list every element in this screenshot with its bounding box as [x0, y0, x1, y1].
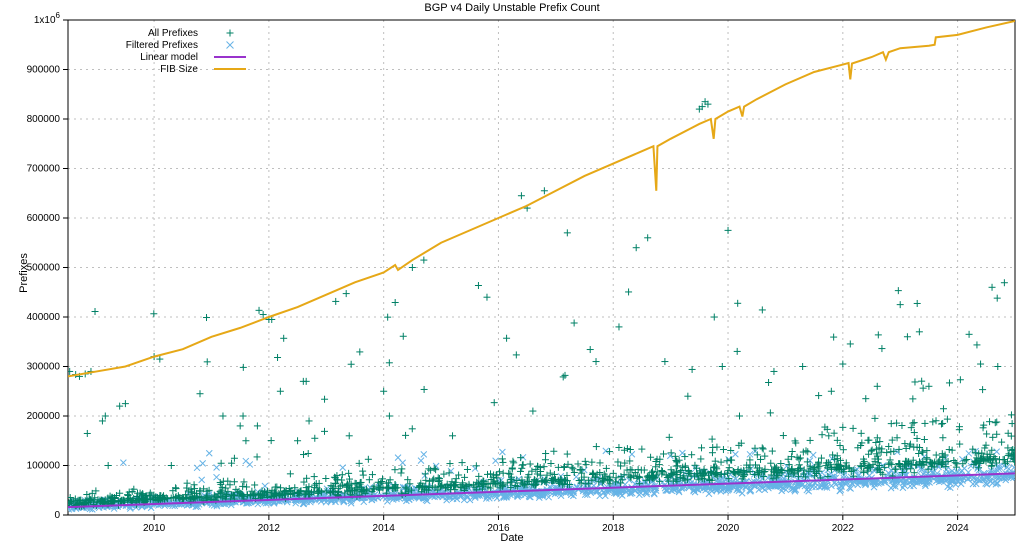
x-tick-label: 2014	[373, 523, 396, 534]
legend-label: Linear model	[140, 52, 198, 63]
x-tick-label: 2012	[258, 523, 281, 534]
y-exponent-label: 1x106	[34, 11, 61, 26]
y-tick-label: 500000	[27, 263, 61, 274]
legend-label: All Prefixes	[148, 28, 198, 39]
y-tick-label: 400000	[27, 312, 61, 323]
y-tick-label: 100000	[27, 461, 61, 472]
y-tick-label: 300000	[27, 362, 61, 373]
y-tick-label: 200000	[27, 411, 61, 422]
series-fib-size	[68, 21, 1015, 376]
y-tick-label: 700000	[27, 164, 61, 175]
chart-svg: 2010 2012 2014 2016 2018 2020 2022 2024 0 100000 2…	[0, 0, 1024, 546]
x-tick-label: 2024	[946, 523, 969, 534]
x-tick-label: 2020	[717, 523, 740, 534]
y-tick-label: 900000	[27, 65, 61, 76]
x-tick-label: 2018	[602, 523, 625, 534]
x-tick-label: 2016	[487, 523, 510, 534]
legend-label: Filtered Prefixes	[126, 40, 198, 51]
grid	[68, 20, 1015, 515]
y-tick-label: 600000	[27, 213, 61, 224]
series-all-prefixes	[65, 98, 1018, 509]
y-tick-label: 800000	[27, 114, 61, 125]
chart-container: BGP v4 Daily Unstable Prefix Count Prefi…	[0, 0, 1024, 546]
x-tick-label: 2022	[832, 523, 855, 534]
legend: All PrefixesFiltered PrefixesLinear mode…	[126, 28, 246, 75]
legend-label: FIB Size	[160, 64, 198, 75]
x-tick-label: 2010	[143, 523, 166, 534]
y-tick-label: 0	[54, 510, 60, 521]
